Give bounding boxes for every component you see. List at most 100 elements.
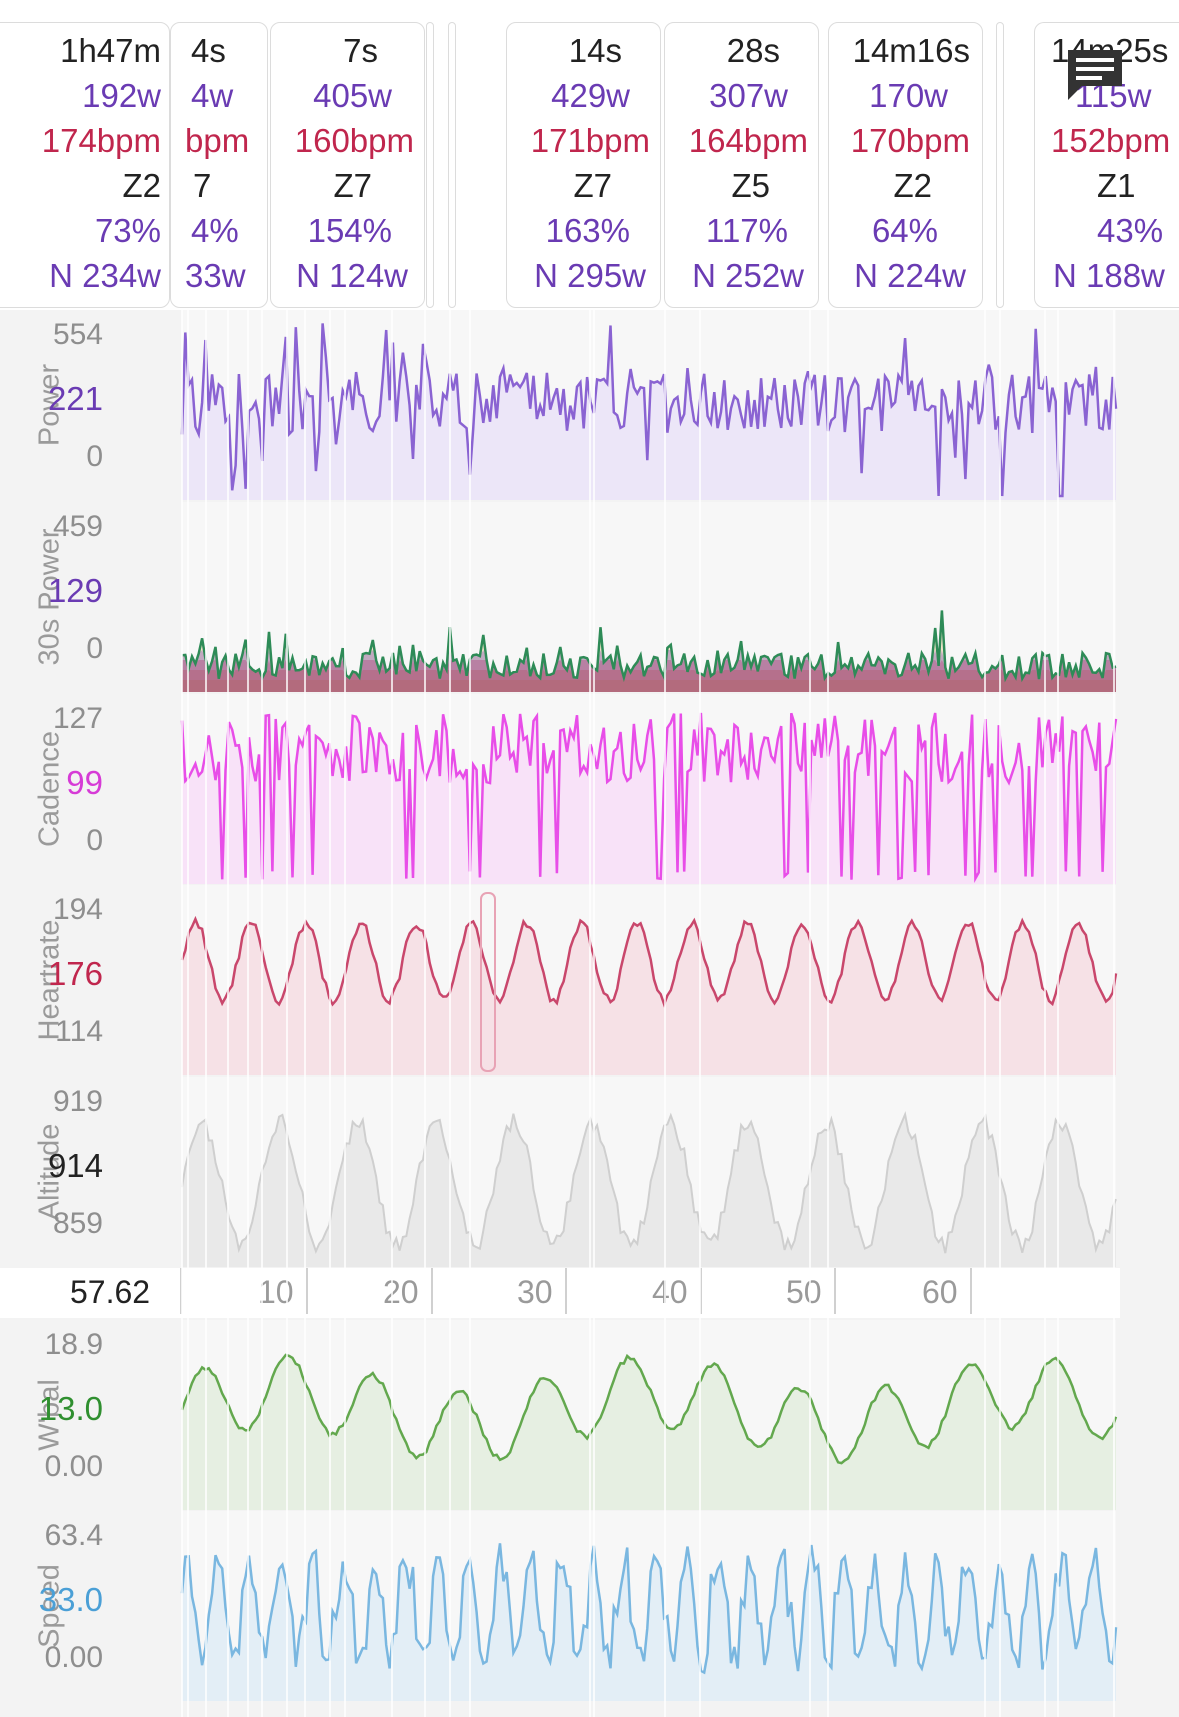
series-area (182, 1113, 1116, 1267)
series-area (182, 1543, 1116, 1701)
axis-tick-mid: 221 (47, 380, 103, 417)
axis-tick-mid: 99 (66, 764, 103, 801)
time-axis-tick: 20 (383, 1274, 419, 1310)
series-area (182, 919, 1116, 1075)
interval-normalized-power: N 124w (296, 257, 408, 294)
interval-heartrate: 171bpm (530, 122, 650, 159)
axis-tick-separator (431, 1268, 433, 1314)
message-icon[interactable] (1064, 46, 1126, 104)
time-axis-tick: 60 (922, 1274, 958, 1310)
series-line (180, 915, 1118, 1008)
interval-strip-narrow[interactable] (448, 22, 456, 308)
panel-altitude[interactable]: Altitude 919 914 859 (0, 1077, 1120, 1267)
interval-normalized-power: N 252w (692, 257, 804, 294)
chart-plot[interactable] (181, 1077, 1117, 1267)
panel-30s-power[interactable]: 30s Power 459 129 0 (0, 502, 1120, 692)
axis-tick-max: 459 (52, 510, 103, 543)
interval-normalized-power: N 234w (49, 257, 161, 294)
panel-speed[interactable]: Speed 63.4 33.0 0.00 (0, 1511, 1120, 1701)
series-area (182, 1354, 1116, 1510)
power-zone-band (182, 680, 1116, 692)
panel-label: Cadence (33, 730, 66, 848)
panel-w-bal[interactable]: W'bal 18.9 13.0 0.00 (0, 1320, 1120, 1510)
interval-card-2[interactable]: 7s 405w 160bpm Z7 154% N 124w (270, 22, 425, 308)
panel-heartrate[interactable]: Heartrate 194 176 114 (0, 885, 1120, 1075)
chart-plot[interactable] (180, 310, 1118, 500)
chart-plot[interactable] (180, 694, 1118, 884)
axis-tick-max: 554 (52, 318, 103, 351)
interval-card-3[interactable]: 14s 429w 171bpm Z7 163% N 295w (506, 22, 661, 308)
axis-tick-min: 0 (86, 632, 103, 665)
axis-tick-separator (180, 1268, 182, 1314)
intervals-strip[interactable]: 1h47m 192w 174bpm Z2 73% N 234w 4s 4w bp… (0, 0, 1179, 310)
axis-tick-mid: 914 (47, 1147, 103, 1184)
axis-tick-mid: 176 (47, 955, 103, 992)
interval-power: 429w (551, 77, 630, 114)
axis-tick-min: 114 (55, 1015, 103, 1048)
interval-zone: Z5 (731, 167, 770, 204)
axis-tick-min: 0.00 (44, 1641, 103, 1674)
chart-plot[interactable] (180, 1320, 1118, 1510)
interval-heartrate: 170bpm (850, 122, 970, 159)
interval-heartrate: bpm (185, 122, 250, 159)
interval-duration: 1h47m (60, 32, 161, 69)
interval-power: 170w (869, 77, 948, 114)
interval-heartrate: 174bpm (41, 122, 161, 159)
interval-zone: Z1 (1097, 167, 1136, 204)
interval-card-4[interactable]: 28s 307w 164bpm Z5 117% N 252w (664, 22, 819, 308)
time-axis-tick: 10 (258, 1274, 294, 1310)
cursor-time-label: 57.62 (70, 1274, 151, 1310)
time-axis-tick: 50 (786, 1274, 822, 1310)
axis-tick-max: 919 (52, 1085, 103, 1118)
axis-tick-max: 194 (52, 893, 103, 926)
axis-tick-max: 63.4 (44, 1519, 103, 1552)
interval-heartrate: 164bpm (688, 122, 808, 159)
time-axis-tick: 30 (517, 1274, 553, 1310)
series-line (181, 1110, 1117, 1255)
interval-percent: 64% (871, 212, 938, 249)
panel-cadence[interactable]: Cadence 127 99 0 (0, 694, 1120, 884)
interval-card-1[interactable]: 4s 4w bpm 7 4% 33w (170, 22, 268, 308)
axis-tick-max: 127 (52, 702, 103, 735)
series-line (180, 1543, 1118, 1675)
chart-plot[interactable] (181, 502, 1117, 692)
interval-strip-narrow[interactable] (996, 22, 1004, 308)
interval-card-5[interactable]: 14m16s 170w 170bpm Z2 64% N 224w (828, 22, 983, 308)
axis-tick-min: 0.00 (44, 1450, 103, 1483)
interval-normalized-power: N 224w (854, 257, 966, 294)
axis-tick-separator (306, 1268, 308, 1314)
axis-tick-mid: 129 (47, 572, 103, 609)
series-line (181, 610, 1117, 683)
series-line (180, 1353, 1118, 1465)
time-axis: 57.62 10 20 30 40 50 60 (0, 1268, 1120, 1318)
interval-percent: 43% (1097, 212, 1164, 249)
chart-plot[interactable] (180, 885, 1118, 1075)
interval-strip-narrow[interactable] (426, 22, 434, 308)
axis-tick-mid: 33.0 (38, 1581, 103, 1618)
chart-plot[interactable] (180, 1511, 1118, 1701)
axis-tick-max: 18.9 (44, 1328, 103, 1361)
series-area (182, 323, 1116, 500)
power-zone-band (182, 670, 1116, 692)
panel-power[interactable]: Power 554 221 0 (0, 310, 1120, 500)
interval-duration: 14s (568, 32, 622, 69)
interval-duration: 4s (191, 32, 226, 69)
series-line (180, 323, 1118, 498)
axis-tick-separator (565, 1268, 567, 1314)
axis-tick-separator (970, 1268, 972, 1314)
axis-tick-min: 859 (52, 1207, 103, 1240)
interval-duration: 7s (343, 32, 378, 69)
interval-normalized-power: 33w (185, 257, 246, 294)
interval-zone: Z2 (122, 167, 161, 204)
selection-handle[interactable] (480, 892, 496, 1072)
interval-card-total[interactable]: 1h47m 192w 174bpm Z2 73% N 234w (0, 22, 170, 308)
interval-normalized-power: N 188w (1053, 257, 1165, 294)
axis-tick-min: 0 (86, 440, 103, 473)
series-area (182, 610, 1116, 692)
interval-zone: Z7 (333, 167, 372, 204)
interval-power: 405w (313, 77, 392, 114)
interval-zone: Z2 (893, 167, 932, 204)
plot-background (182, 502, 1116, 692)
power-zone-band (182, 650, 1116, 692)
